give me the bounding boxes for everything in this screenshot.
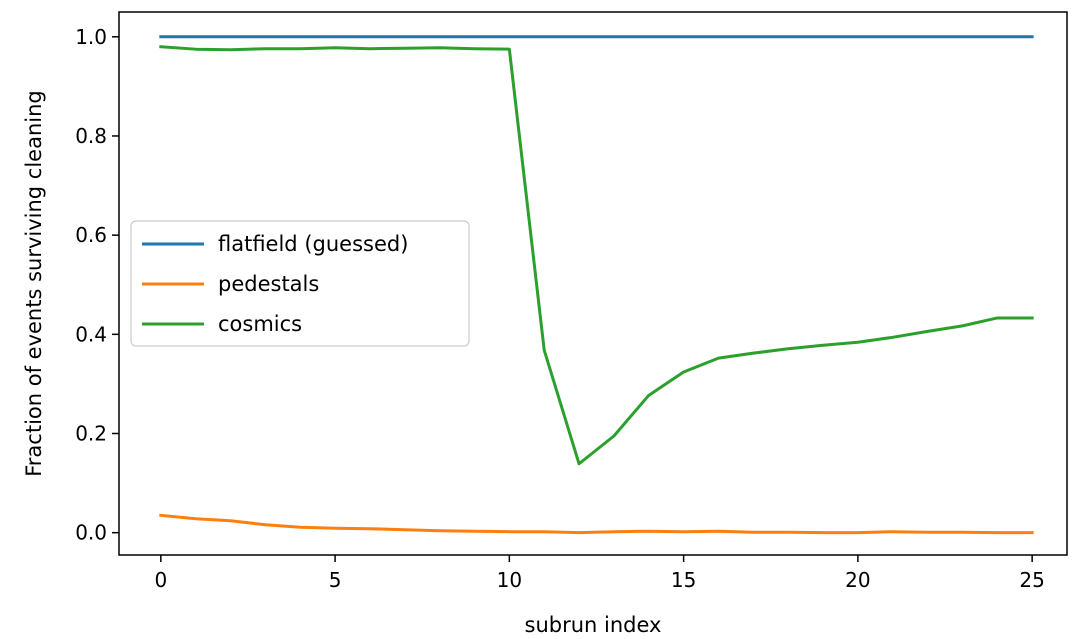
series-line-pedestals	[159, 513, 1034, 535]
y-tick-label: 1.0	[75, 25, 107, 49]
legend-entry-label: flatfield (guessed)	[218, 232, 408, 256]
y-tick-label: 0.8	[75, 124, 107, 148]
x-tick-label: 0	[154, 568, 167, 592]
x-tick-label: 10	[497, 568, 522, 592]
legend: flatfield (guessed) pedestals cosmics	[130, 220, 470, 347]
axes: 0 5 10 15 20 25 0.0 0.2 0.4 0.6 0.8 1.0 subrun index…	[22, 11, 1068, 637]
series-line-cosmics	[159, 45, 1034, 466]
x-tick-label: 5	[329, 568, 342, 592]
x-tick-label: 20	[845, 568, 870, 592]
y-tick-label: 0.6	[75, 223, 107, 247]
x-tick-label: 15	[671, 568, 696, 592]
plot-frame	[118, 11, 1068, 556]
y-axis-label: Fraction of events surviving cleaning	[22, 90, 46, 477]
x-tick-label: 25	[1019, 568, 1044, 592]
y-tick-label: 0.0	[75, 521, 107, 545]
legend-box	[130, 220, 470, 347]
x-axis-label: subrun index	[525, 613, 662, 637]
legend-entry-label: pedestals	[218, 272, 319, 296]
y-tick-label: 0.4	[75, 322, 107, 346]
y-tick-label: 0.2	[75, 422, 107, 446]
legend-entry-label: cosmics	[218, 312, 302, 336]
series-lines	[159, 35, 1034, 535]
